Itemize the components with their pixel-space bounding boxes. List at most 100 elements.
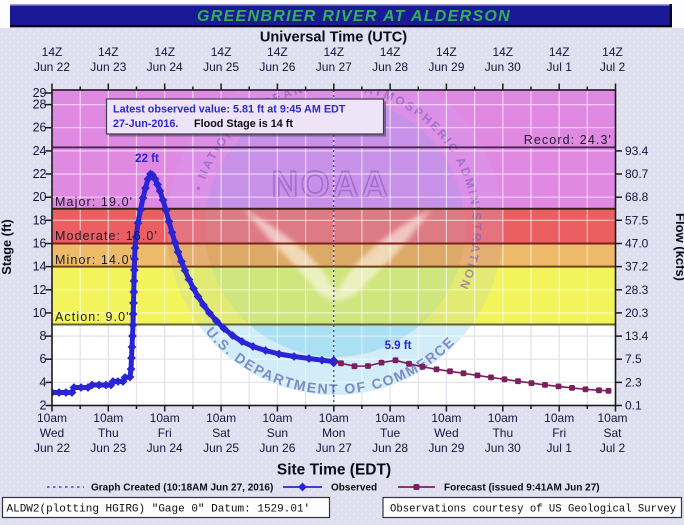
svg-text:28: 28 bbox=[33, 98, 47, 112]
svg-text:20.3: 20.3 bbox=[625, 306, 649, 320]
svg-text:14Z: 14Z bbox=[42, 45, 63, 59]
svg-text:Moderate: 16.0': Moderate: 16.0' bbox=[55, 229, 158, 243]
svg-text:68.8: 68.8 bbox=[625, 190, 649, 204]
svg-text:26: 26 bbox=[33, 121, 47, 135]
svg-text:Jun 22: Jun 22 bbox=[34, 60, 70, 74]
svg-text:Jun 22: Jun 22 bbox=[34, 441, 70, 455]
svg-text:14Z: 14Z bbox=[154, 45, 175, 59]
svg-text:Jun 27: Jun 27 bbox=[316, 60, 352, 74]
svg-text:14Z: 14Z bbox=[267, 45, 288, 59]
svg-text:Thu: Thu bbox=[98, 426, 119, 440]
svg-text:Jun 24: Jun 24 bbox=[147, 441, 183, 455]
svg-text:Jun 24: Jun 24 bbox=[147, 60, 183, 74]
svg-text:Mon: Mon bbox=[322, 426, 345, 440]
svg-text:37.2: 37.2 bbox=[625, 260, 649, 274]
svg-text:Jun 29: Jun 29 bbox=[428, 441, 464, 455]
svg-text:Jun 30: Jun 30 bbox=[485, 60, 521, 74]
svg-text:18: 18 bbox=[33, 213, 47, 227]
svg-text:10am: 10am bbox=[375, 411, 405, 425]
svg-text:57.5: 57.5 bbox=[625, 213, 649, 227]
svg-text:Wed: Wed bbox=[434, 426, 458, 440]
svg-text:GREENBRIER RIVER AT ALDERSON: GREENBRIER RIVER AT ALDERSON bbox=[197, 8, 511, 25]
svg-text:Jun 26: Jun 26 bbox=[259, 60, 295, 74]
svg-text:29: 29 bbox=[33, 86, 47, 100]
svg-text:10am: 10am bbox=[37, 411, 67, 425]
svg-text:14Z: 14Z bbox=[492, 45, 513, 59]
svg-text:Jun 30: Jun 30 bbox=[485, 441, 521, 455]
svg-text:10am: 10am bbox=[206, 411, 236, 425]
svg-text:4: 4 bbox=[40, 375, 47, 389]
svg-text:93.4: 93.4 bbox=[625, 144, 649, 158]
svg-text:Jun 25: Jun 25 bbox=[203, 60, 239, 74]
svg-text:10am: 10am bbox=[431, 411, 461, 425]
svg-text:NOAA: NOAA bbox=[272, 164, 391, 205]
svg-text:Sun: Sun bbox=[267, 426, 288, 440]
svg-text:47.0: 47.0 bbox=[625, 237, 649, 251]
svg-text:Observations courtesy of US Ge: Observations courtesy of US Geological S… bbox=[390, 504, 676, 516]
svg-text:10am: 10am bbox=[544, 411, 574, 425]
svg-text:Latest observed value: 5.81 ft: Latest observed value: 5.81 ft at 9:45 A… bbox=[113, 104, 346, 116]
svg-text:Jun 28: Jun 28 bbox=[372, 60, 408, 74]
svg-text:Jun 23: Jun 23 bbox=[90, 60, 126, 74]
svg-text:10am: 10am bbox=[597, 411, 627, 425]
svg-text:Fri: Fri bbox=[158, 426, 172, 440]
svg-text:Thu: Thu bbox=[492, 426, 513, 440]
svg-text:22 ft: 22 ft bbox=[135, 153, 159, 165]
svg-text:22: 22 bbox=[33, 167, 47, 181]
svg-text:Minor: 14.0': Minor: 14.0' bbox=[55, 253, 133, 267]
svg-text:Jun 27: Jun 27 bbox=[316, 441, 352, 455]
svg-text:10am: 10am bbox=[150, 411, 180, 425]
svg-text:Jun 29: Jun 29 bbox=[428, 60, 464, 74]
svg-text:Jul 1: Jul 1 bbox=[547, 441, 573, 455]
svg-text:24: 24 bbox=[33, 144, 47, 158]
svg-text:Jul 2: Jul 2 bbox=[600, 60, 626, 74]
svg-text:Jul 1: Jul 1 bbox=[547, 60, 573, 74]
svg-text:16: 16 bbox=[33, 237, 47, 251]
svg-text:7.5: 7.5 bbox=[625, 352, 642, 366]
svg-text:27-Jun-2016.: 27-Jun-2016. bbox=[113, 118, 178, 130]
svg-text:Site Time (EDT): Site Time (EDT) bbox=[277, 462, 391, 479]
svg-text:14Z: 14Z bbox=[602, 45, 623, 59]
svg-text:Observed: Observed bbox=[331, 483, 377, 494]
svg-text:10am: 10am bbox=[93, 411, 123, 425]
svg-text:Forecast (issued 9:41AM Jun 27: Forecast (issued 9:41AM Jun 27) bbox=[444, 483, 600, 494]
svg-text:Flood Stage is 14 ft: Flood Stage is 14 ft bbox=[194, 118, 293, 130]
svg-text:5.9 ft: 5.9 ft bbox=[385, 340, 412, 352]
svg-text:Jun 26: Jun 26 bbox=[259, 441, 295, 455]
svg-text:Stage (ft): Stage (ft) bbox=[0, 219, 14, 274]
svg-text:Jun 28: Jun 28 bbox=[372, 441, 408, 455]
svg-text:20: 20 bbox=[33, 190, 47, 204]
svg-text:Action: 9.0': Action: 9.0' bbox=[55, 310, 130, 324]
svg-text:13.4: 13.4 bbox=[625, 329, 649, 343]
svg-text:Universal Time (UTC): Universal Time (UTC) bbox=[260, 30, 407, 46]
svg-text:10am: 10am bbox=[488, 411, 518, 425]
svg-text:10: 10 bbox=[33, 306, 47, 320]
svg-text:2.3: 2.3 bbox=[625, 375, 642, 389]
svg-text:80.7: 80.7 bbox=[625, 167, 649, 181]
svg-text:14Z: 14Z bbox=[549, 45, 570, 59]
svg-text:Jul 2: Jul 2 bbox=[600, 441, 626, 455]
svg-text:Flow (kcfs): Flow (kcfs) bbox=[673, 213, 684, 281]
svg-text:Sat: Sat bbox=[212, 426, 231, 440]
svg-text:6: 6 bbox=[40, 352, 47, 366]
svg-text:14Z: 14Z bbox=[380, 45, 401, 59]
svg-text:ALDW2(plotting HGIRG) "Gage 0": ALDW2(plotting HGIRG) "Gage 0" Datum: 15… bbox=[7, 504, 311, 516]
svg-text:10am: 10am bbox=[262, 411, 292, 425]
svg-text:14Z: 14Z bbox=[211, 45, 232, 59]
svg-text:14Z: 14Z bbox=[323, 45, 344, 59]
svg-text:28.3: 28.3 bbox=[625, 283, 649, 297]
svg-text:Sat: Sat bbox=[603, 426, 622, 440]
svg-text:0.1: 0.1 bbox=[625, 399, 642, 413]
svg-text:14: 14 bbox=[33, 260, 47, 274]
svg-text:8: 8 bbox=[40, 329, 47, 343]
svg-text:14Z: 14Z bbox=[436, 45, 457, 59]
svg-text:Fri: Fri bbox=[552, 426, 566, 440]
svg-text:Wed: Wed bbox=[40, 426, 64, 440]
svg-text:10am: 10am bbox=[319, 411, 349, 425]
svg-text:12: 12 bbox=[33, 283, 47, 297]
svg-text:Graph Created (10:18AM Jun 27,: Graph Created (10:18AM Jun 27, 2016) bbox=[91, 483, 273, 494]
svg-text:Record: 24.3': Record: 24.3' bbox=[524, 133, 612, 147]
svg-text:2: 2 bbox=[40, 399, 47, 413]
svg-text:Tue: Tue bbox=[380, 426, 401, 440]
svg-text:14Z: 14Z bbox=[98, 45, 119, 59]
